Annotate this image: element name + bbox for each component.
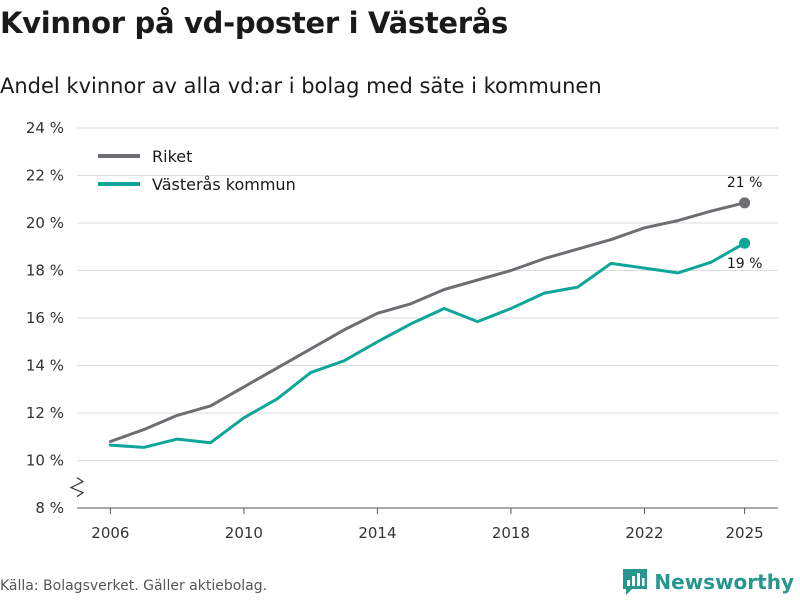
- legend: Riket Västerås kommun: [98, 147, 296, 194]
- source-note: Källa: Bolagsverket. Gäller aktiebolag.: [0, 578, 268, 594]
- y-tick-label: 8 %: [35, 499, 64, 517]
- x-tick-label: 2022: [625, 524, 663, 542]
- x-tick-label: 2014: [358, 524, 396, 542]
- axes: 8 % 10 % 12 % 14 % 16 % 18 % 20 % 22 % 24 % 2006 2…: [26, 119, 778, 542]
- y-tick-label: 16 %: [26, 309, 64, 327]
- gridlines: [77, 127, 778, 461]
- end-value-label: 19 %: [727, 256, 763, 272]
- brand-name: Newsworthy: [654, 570, 794, 594]
- end-point-marker: [739, 197, 751, 209]
- chart-subtitle: Andel kvinnor av alla vd:ar i bolag med …: [0, 74, 602, 98]
- series-line-vasteras: [108, 241, 747, 449]
- legend-label: Riket: [152, 147, 192, 166]
- x-tick-label: 2018: [492, 524, 530, 542]
- y-tick-label: 22 %: [26, 167, 64, 185]
- end-point-marker: [739, 237, 751, 249]
- series: 21 % 19 %: [108, 175, 763, 449]
- y-tick-label: 24 %: [26, 119, 64, 137]
- brand-logo[interactable]: Newsworthy: [622, 568, 794, 596]
- chart-title: Kvinnor på vd-poster i Västerås: [0, 6, 509, 40]
- legend-label: Västerås kommun: [152, 175, 296, 194]
- y-tick-label: 18 %: [26, 262, 64, 280]
- y-tick-label: 20 %: [26, 214, 64, 232]
- axis-break-icon: [69, 477, 85, 498]
- y-tick-label: 14 %: [26, 357, 64, 375]
- y-tick-label: 12 %: [26, 404, 64, 422]
- series-line-riket: [108, 201, 747, 443]
- y-tick-label: 10 %: [26, 452, 64, 470]
- x-tick-label: 2025: [726, 524, 764, 542]
- bar-chart-logo-icon: [623, 569, 648, 595]
- x-tick-label: 2006: [91, 524, 129, 542]
- end-value-label: 21 %: [727, 175, 763, 191]
- x-tick-label: 2010: [225, 524, 263, 542]
